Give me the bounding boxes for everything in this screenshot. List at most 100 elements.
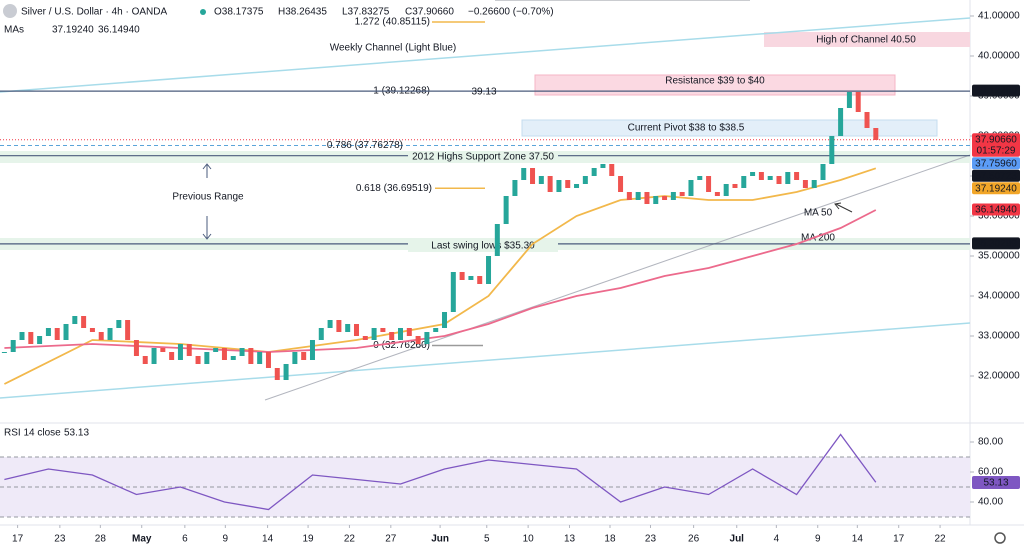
candle xyxy=(37,336,43,344)
candle xyxy=(811,180,817,188)
x-tick-label: 22 xyxy=(344,534,356,545)
x-tick-label: 18 xyxy=(604,534,616,545)
price-label-bg xyxy=(972,157,1020,170)
candle xyxy=(45,328,51,336)
price-label-bg xyxy=(972,133,1020,157)
price-label: 37.19240 xyxy=(975,183,1017,194)
x-tick-label: 23 xyxy=(54,534,66,545)
annotation: Previous Range xyxy=(172,192,244,203)
rsi-value: 53.13 xyxy=(64,428,89,439)
candle xyxy=(433,328,439,332)
candle xyxy=(521,168,527,180)
price-label: 35.30289 xyxy=(975,239,1017,250)
candle xyxy=(846,92,852,108)
candle xyxy=(732,184,738,188)
x-tick-label: 14 xyxy=(852,534,864,545)
candle xyxy=(829,136,835,164)
candle xyxy=(54,328,60,340)
candle xyxy=(785,172,791,184)
ohlc-low: L37.83275 xyxy=(342,7,390,18)
candle xyxy=(125,320,131,340)
candle xyxy=(353,324,359,336)
candle xyxy=(107,328,113,340)
x-tick-label: 23 xyxy=(645,534,657,545)
candle xyxy=(468,276,474,280)
y-tick-label: 33.00000 xyxy=(978,331,1020,342)
price-label: 37.90660 xyxy=(975,134,1017,145)
candle xyxy=(415,336,421,344)
candle xyxy=(477,276,483,284)
candle xyxy=(292,352,298,364)
price-label-bg xyxy=(972,237,1020,250)
candle xyxy=(442,312,448,328)
candle xyxy=(600,164,606,168)
candle xyxy=(767,176,773,180)
candle xyxy=(530,168,536,184)
x-tick-label: 28 xyxy=(95,534,107,545)
candle xyxy=(327,320,333,328)
ma-label: MAs xyxy=(4,25,24,36)
x-tick-label: 13 xyxy=(564,534,576,545)
candle xyxy=(195,356,201,364)
price-label-bg xyxy=(972,203,1020,216)
candle xyxy=(574,184,580,188)
candle xyxy=(697,176,703,180)
candle xyxy=(301,352,307,360)
ma-arrow-head xyxy=(834,202,842,210)
x-tick-label: 5 xyxy=(484,534,490,545)
x-tick-label: 4 xyxy=(774,534,780,545)
candle xyxy=(714,192,720,196)
candle xyxy=(1,352,7,353)
candle xyxy=(142,356,148,364)
candle xyxy=(644,192,650,204)
annotation: MA 50 xyxy=(804,208,833,219)
rsi-price-label: 53.13 xyxy=(983,478,1008,489)
symbol-icon xyxy=(3,4,17,18)
fib-label: 0 (32.76260) xyxy=(373,340,430,351)
candle xyxy=(556,180,562,192)
rsi-line xyxy=(4,433,877,511)
fib-label: 0.786 (37.76278) xyxy=(327,140,403,151)
fib-label: 0.618 (36.69519) xyxy=(356,183,432,194)
x-tick-label: 19 xyxy=(303,534,315,545)
countdown-label: 01:57:29 xyxy=(977,145,1016,156)
candle xyxy=(794,172,800,180)
candle xyxy=(397,328,403,340)
pivot-box xyxy=(521,119,938,137)
candle xyxy=(204,352,210,364)
y-tick-label: 35.00000 xyxy=(978,251,1020,262)
price-label-bg xyxy=(972,84,1020,97)
annotation: MA 200 xyxy=(801,233,835,244)
candle xyxy=(257,352,263,364)
candle xyxy=(362,336,368,340)
candle xyxy=(750,172,756,176)
candle xyxy=(820,164,826,180)
candle xyxy=(309,340,315,360)
candle xyxy=(494,224,500,256)
rsi-price-label-bg xyxy=(972,476,1020,489)
candle xyxy=(133,340,139,356)
candle xyxy=(160,348,166,352)
x-tick-label: 9 xyxy=(223,534,229,545)
candle xyxy=(582,176,588,184)
candle xyxy=(706,176,712,192)
price-label: 36.14940 xyxy=(975,205,1017,216)
candle xyxy=(486,256,492,284)
rsi-label: RSI 14 close xyxy=(4,428,61,439)
settings-icon[interactable] xyxy=(994,532,1006,544)
candle xyxy=(864,112,870,128)
candle xyxy=(450,272,456,312)
candle xyxy=(855,92,861,112)
candle xyxy=(512,180,518,196)
candle xyxy=(838,108,844,136)
candle xyxy=(626,192,632,200)
candle xyxy=(221,348,227,360)
market-status xyxy=(200,9,206,15)
y-tick-label: 41.00000 xyxy=(978,11,1020,22)
ma200-value: 36.14940 xyxy=(98,25,140,36)
candle xyxy=(538,176,544,184)
x-tick-label: 17 xyxy=(12,534,24,545)
candle xyxy=(565,180,571,188)
candle xyxy=(802,180,808,188)
